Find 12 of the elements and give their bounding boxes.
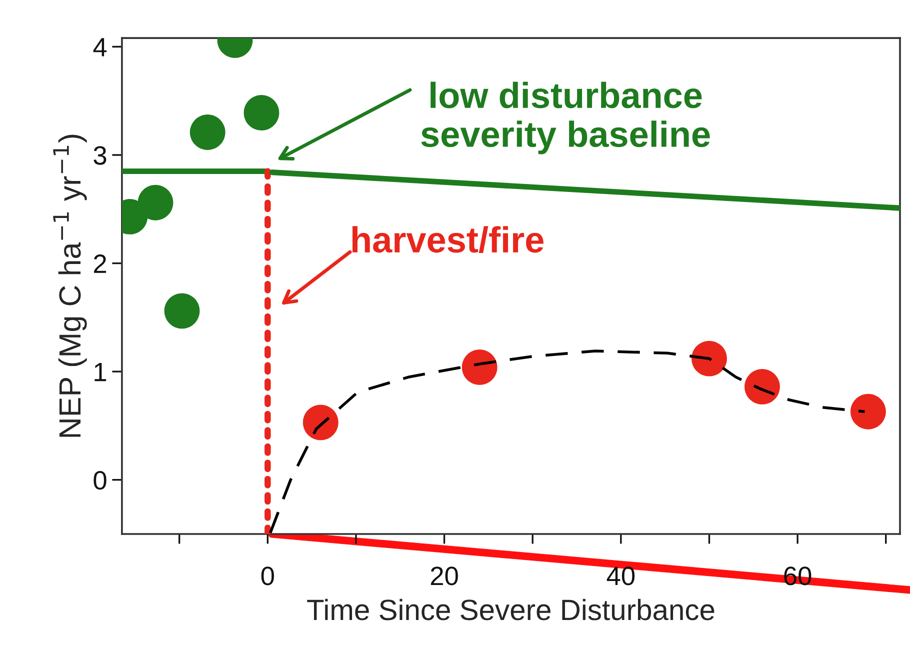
annotation: low disturbance severity baseline — [421, 82, 710, 154]
y-axis-title: NEP (Mg C ha$^{−1}$ yr$^{−1}$) — [53, 134, 87, 437]
y-tick-label: 0 — [94, 470, 106, 490]
x-tick-label: 20 — [430, 566, 458, 586]
x-tick-label: 40 — [606, 566, 635, 586]
y-tick-label: 1 — [94, 362, 106, 382]
y-tick-label: 4 — [93, 38, 107, 56]
x-axis-title: Time Since Severe Disturbance — [307, 598, 714, 620]
x-tick-label: 0 — [261, 566, 274, 586]
annotation: harvest/fire — [352, 226, 544, 254]
y-tick-label: 3 — [94, 146, 106, 165]
y-tick-label: 2 — [94, 254, 106, 273]
